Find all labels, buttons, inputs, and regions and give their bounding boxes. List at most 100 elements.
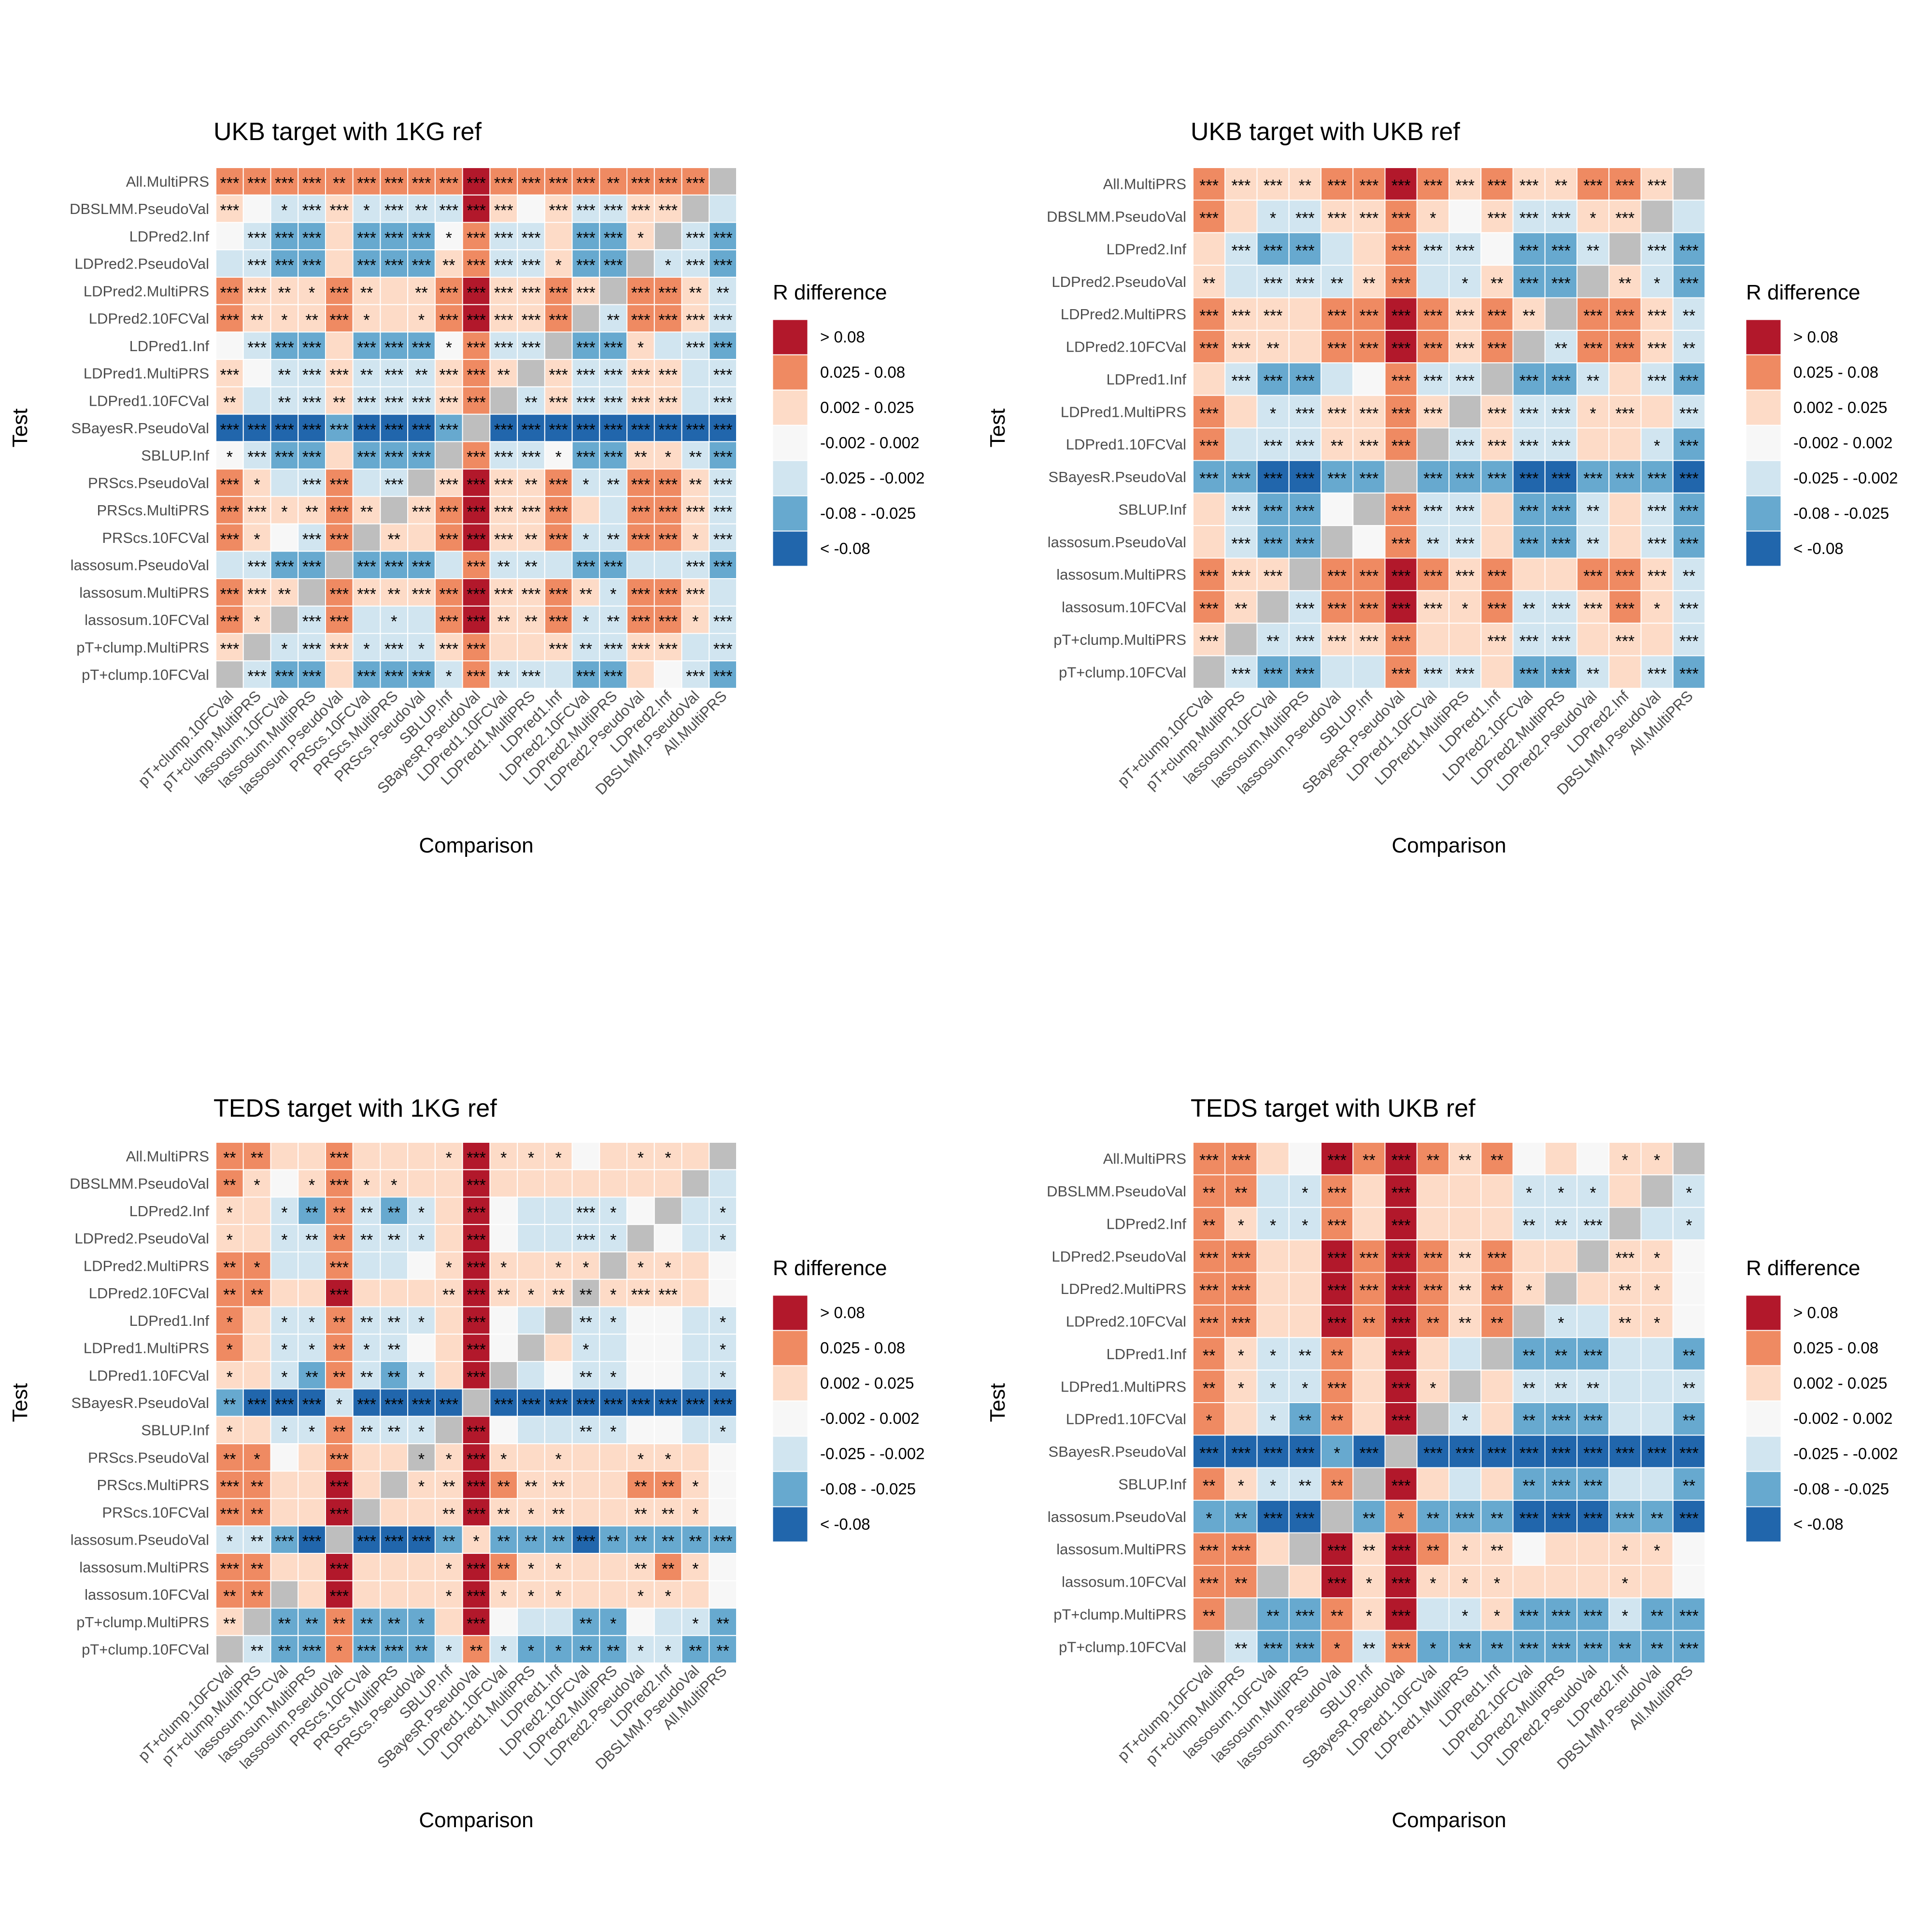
heatmap-cell (1416, 590, 1449, 624)
significance-label: *** (604, 640, 623, 658)
significance-label: ** (497, 612, 510, 631)
heatmap-cell (1544, 1532, 1577, 1566)
y-tick-label: SBayesR.PseudoVal (1049, 469, 1186, 485)
significance-label: *** (1232, 665, 1251, 683)
heatmap-cell (298, 441, 326, 470)
significance-label: *** (247, 558, 267, 576)
heatmap-cell (407, 523, 436, 552)
significance-label: ** (360, 503, 373, 521)
significance-label: ** (360, 1368, 373, 1386)
significance-label: *** (1360, 437, 1379, 455)
heatmap-cell (1352, 1207, 1386, 1241)
y-tick-label: pT+clump.10FCVal (1059, 664, 1186, 681)
heatmap-cell (434, 1196, 463, 1225)
significance-label: *** (631, 585, 651, 603)
significance-label: *** (384, 475, 404, 494)
heatmap-cell (544, 1251, 573, 1280)
significance-label: *** (1616, 469, 1635, 488)
heatmap-cell (681, 1443, 710, 1472)
significance-label: *** (1616, 1249, 1635, 1267)
significance-label: *** (302, 640, 322, 658)
heatmap-cell (407, 249, 436, 278)
significance-label: * (500, 1258, 507, 1277)
heatmap-cell (1256, 1435, 1290, 1468)
significance-label: *** (1583, 1509, 1603, 1528)
heatmap-cell (681, 359, 710, 387)
significance-label: *** (1520, 1444, 1539, 1463)
significance-label: * (528, 1587, 534, 1605)
significance-label: *** (713, 640, 733, 658)
significance-label: *** (467, 1368, 486, 1386)
significance-label: *** (302, 393, 322, 412)
significance-label: ** (333, 1423, 345, 1441)
heatmap-cell (599, 1224, 628, 1252)
heatmap-cell (1672, 1630, 1705, 1663)
heatmap-cell (462, 1169, 491, 1198)
heatmap-cell (434, 441, 463, 470)
significance-label: * (446, 1258, 452, 1277)
heatmap-cell (1449, 1564, 1482, 1599)
significance-label: * (665, 448, 671, 467)
significance-label: *** (604, 1395, 623, 1414)
y-tick-label: pT+clump.MultiPRS (1053, 1606, 1186, 1623)
heatmap-cell (599, 194, 628, 223)
heatmap-cell (298, 1361, 326, 1390)
heatmap-cell (1256, 362, 1290, 396)
significance-label: ** (1587, 502, 1599, 520)
significance-label: ** (1555, 1216, 1567, 1235)
heatmap-cell (1224, 460, 1258, 494)
heatmap-cell (1449, 1467, 1482, 1501)
heatmap-cell (352, 304, 381, 333)
y-tick-label: DBSLMM.PseudoVal (1047, 1183, 1186, 1200)
heatmap-cell (1512, 1174, 1546, 1208)
significance-label: ** (1650, 1509, 1663, 1528)
significance-label: *** (1232, 1314, 1251, 1333)
heatmap-cell (1640, 492, 1674, 526)
significance-label: *** (713, 503, 733, 521)
heatmap-cell (1512, 427, 1546, 461)
heatmap-cell (270, 578, 299, 607)
significance-label: ** (251, 1477, 263, 1496)
heatmap-cell (1577, 395, 1610, 428)
significance-label: *** (1551, 1607, 1571, 1625)
significance-label: *** (713, 558, 733, 576)
heatmap-cell (352, 660, 381, 689)
y-tick-label: lassosum.MultiPRS (79, 584, 209, 601)
heatmap-cell (215, 578, 244, 607)
significance-label: ** (1459, 1151, 1471, 1170)
heatmap-cell (434, 1470, 463, 1499)
heatmap-cell (1256, 1272, 1290, 1306)
heatmap-cell (1352, 395, 1386, 428)
significance-label: *** (1392, 242, 1411, 260)
heatmap-cell (215, 1525, 244, 1554)
significance-label: *** (1679, 665, 1699, 683)
significance-label: * (1238, 1347, 1244, 1365)
significance-label: * (528, 1149, 534, 1167)
significance-label: ** (223, 393, 236, 412)
significance-label: *** (1327, 1184, 1347, 1202)
significance-label: *** (1551, 1477, 1571, 1495)
heatmap-panel-2: UKB target with UKB ref*** *** *** ** *** ***… (986, 118, 1898, 857)
significance-label: ** (1363, 1151, 1375, 1170)
significance-label: * (363, 1341, 369, 1359)
significance-label: * (1270, 1477, 1276, 1495)
significance-label: *** (302, 339, 322, 357)
significance-label: *** (412, 558, 431, 576)
heatmap-cell (681, 1169, 710, 1198)
significance-label: * (1654, 437, 1660, 455)
legend-key (1746, 460, 1781, 496)
significance-label: *** (1551, 437, 1571, 455)
heatmap-cell (544, 1224, 573, 1252)
significance-label: *** (329, 1505, 349, 1523)
heatmap-cell (1449, 1142, 1482, 1176)
significance-label: *** (713, 668, 733, 686)
significance-label: *** (713, 612, 733, 631)
legend-key (772, 1330, 808, 1366)
significance-label: *** (1392, 1607, 1411, 1625)
y-tick-label: DBSLMM.PseudoVal (70, 200, 209, 217)
significance-label: *** (658, 421, 678, 439)
significance-label: *** (494, 174, 513, 192)
heatmap-cell (1672, 590, 1705, 624)
heatmap-cell (462, 441, 491, 470)
significance-label: * (1430, 1379, 1436, 1397)
